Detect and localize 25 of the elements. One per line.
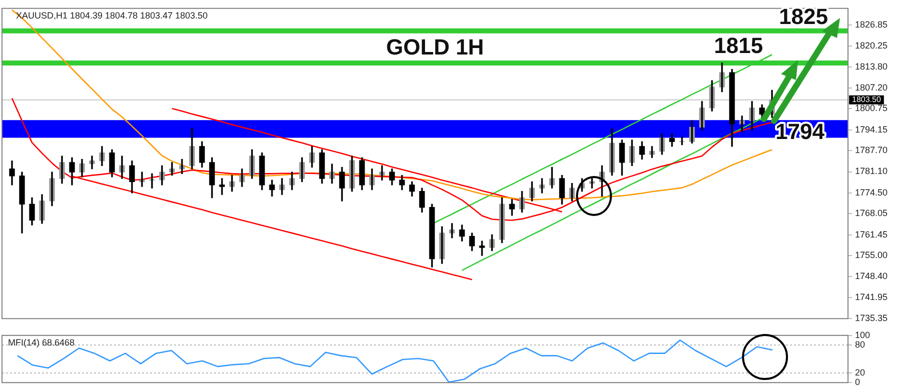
y-tick-label: 1768.05 <box>855 208 888 218</box>
y-tick-label: 0 <box>855 377 860 388</box>
y-tick-label: 1820.25 <box>855 40 888 51</box>
y-tick-label: 1735.35 <box>855 313 888 324</box>
y-tick-label: 1787.70 <box>855 145 888 156</box>
y-tick-label: 1761.45 <box>855 229 888 240</box>
y-tick-label: 100 <box>855 330 870 340</box>
text: GOLD 1H <box>386 34 484 60</box>
ref-line-label: 1815 <box>714 33 763 58</box>
y-tick-label: 1807.20 <box>855 82 888 92</box>
y-tick-label: 1781.10 <box>855 166 888 176</box>
y-tick-label: 1748.40 <box>855 271 888 282</box>
y-tick-label: 80 <box>855 339 866 350</box>
band-label: 1794 <box>776 118 826 144</box>
y-tick-label: 1794.15 <box>855 124 888 134</box>
y-tick-label: 1813.80 <box>855 61 888 72</box>
ref-line-label: 1803.50 <box>852 95 882 104</box>
y-tick-label: 1774.50 <box>855 187 888 198</box>
ref-line-label: 1825 <box>779 4 828 29</box>
y-tick-label: 1800.75 <box>855 103 888 114</box>
chart-title: MFI(14) 68.6468 <box>8 337 75 348</box>
y-tick-label: 1826.85 <box>855 19 888 30</box>
y-tick-label: 20 <box>855 368 866 378</box>
y-tick-label: 1755.00 <box>855 250 888 260</box>
y-tick-label: 1741.95 <box>855 292 888 302</box>
